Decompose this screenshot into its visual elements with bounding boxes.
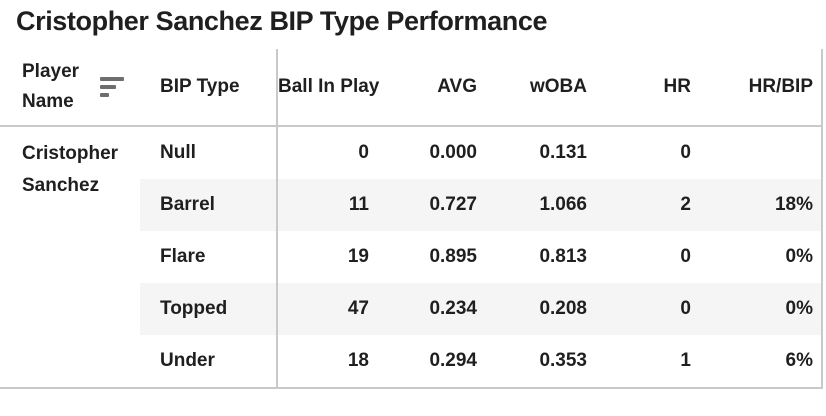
hr-bip-cell: 0% bbox=[699, 231, 822, 283]
ball-in-play-cell: 47 bbox=[276, 283, 377, 335]
hr-bip-cell: 6% bbox=[699, 335, 822, 388]
woba-cell: 0.208 bbox=[485, 283, 595, 335]
column-header-ball-in-play[interactable]: Ball In Play bbox=[276, 49, 379, 127]
hr-cell: 2 bbox=[595, 179, 699, 231]
avg-cell: 0.727 bbox=[377, 179, 485, 231]
hr-cell: 0 bbox=[595, 283, 699, 335]
hr-bip-cell bbox=[699, 126, 822, 179]
avg-cell: 0.294 bbox=[377, 335, 485, 388]
avg-cell: 0.000 bbox=[377, 126, 485, 179]
woba-cell: 1.066 bbox=[485, 179, 595, 231]
ball-in-play-cell: 11 bbox=[276, 179, 377, 231]
column-header-hr-bip[interactable]: HR/BIP bbox=[699, 49, 822, 127]
bip-type-cell: Barrel bbox=[140, 179, 277, 231]
column-header-woba[interactable]: wOBA bbox=[485, 49, 595, 127]
page-title: Cristopher Sanchez BIP Type Performance bbox=[16, 6, 548, 36]
bip-type-performance-table: Player Name BIP Type Ball In Play AVG wO… bbox=[0, 49, 823, 389]
ball-in-play-cell: 19 bbox=[276, 231, 377, 283]
column-header-bip-type[interactable]: BIP Type bbox=[140, 49, 277, 127]
woba-cell: 0.813 bbox=[485, 231, 595, 283]
avg-cell: 0.234 bbox=[377, 283, 485, 335]
woba-cell: 0.131 bbox=[485, 126, 595, 179]
avg-cell: 0.895 bbox=[377, 231, 485, 283]
ball-in-play-cell: 0 bbox=[276, 126, 377, 179]
table-row-barrel: Barrel 11 0.727 1.066 2 18% bbox=[0, 179, 822, 231]
hr-bip-cell: 18% bbox=[699, 179, 822, 231]
hr-bip-cell: 0% bbox=[699, 283, 822, 335]
player-name-cell: Cristopher Sanchez bbox=[0, 126, 140, 388]
woba-cell: 0.353 bbox=[485, 335, 595, 388]
bip-type-cell: Null bbox=[140, 126, 277, 179]
sort-descending-icon[interactable] bbox=[100, 77, 124, 97]
bip-type-cell: Topped bbox=[140, 283, 277, 335]
column-header-player-name[interactable]: Player Name bbox=[0, 49, 140, 127]
hr-cell: 1 bbox=[595, 335, 699, 388]
bip-type-cell: Under bbox=[140, 335, 277, 388]
column-header-hr[interactable]: HR bbox=[595, 49, 699, 127]
table-row-null: Cristopher Sanchez Null 0 0.000 0.131 0 bbox=[0, 126, 822, 388]
column-header-player-name-label: Player Name bbox=[22, 61, 80, 112]
table-row-under: Under 18 0.294 0.353 1 6% bbox=[0, 335, 822, 388]
table-row-topped: Topped 47 0.234 0.208 0 0% bbox=[0, 283, 822, 335]
ball-in-play-cell: 18 bbox=[276, 335, 377, 388]
bip-type-cell: Flare bbox=[140, 231, 277, 283]
hr-cell: 0 bbox=[595, 126, 699, 179]
header-row: Player Name BIP Type Ball In Play AVG wO… bbox=[0, 49, 822, 127]
hr-cell: 0 bbox=[595, 231, 699, 283]
column-header-avg[interactable]: AVG bbox=[377, 49, 485, 127]
table-row-flare: Flare 19 0.895 0.813 0 0% bbox=[0, 231, 822, 283]
